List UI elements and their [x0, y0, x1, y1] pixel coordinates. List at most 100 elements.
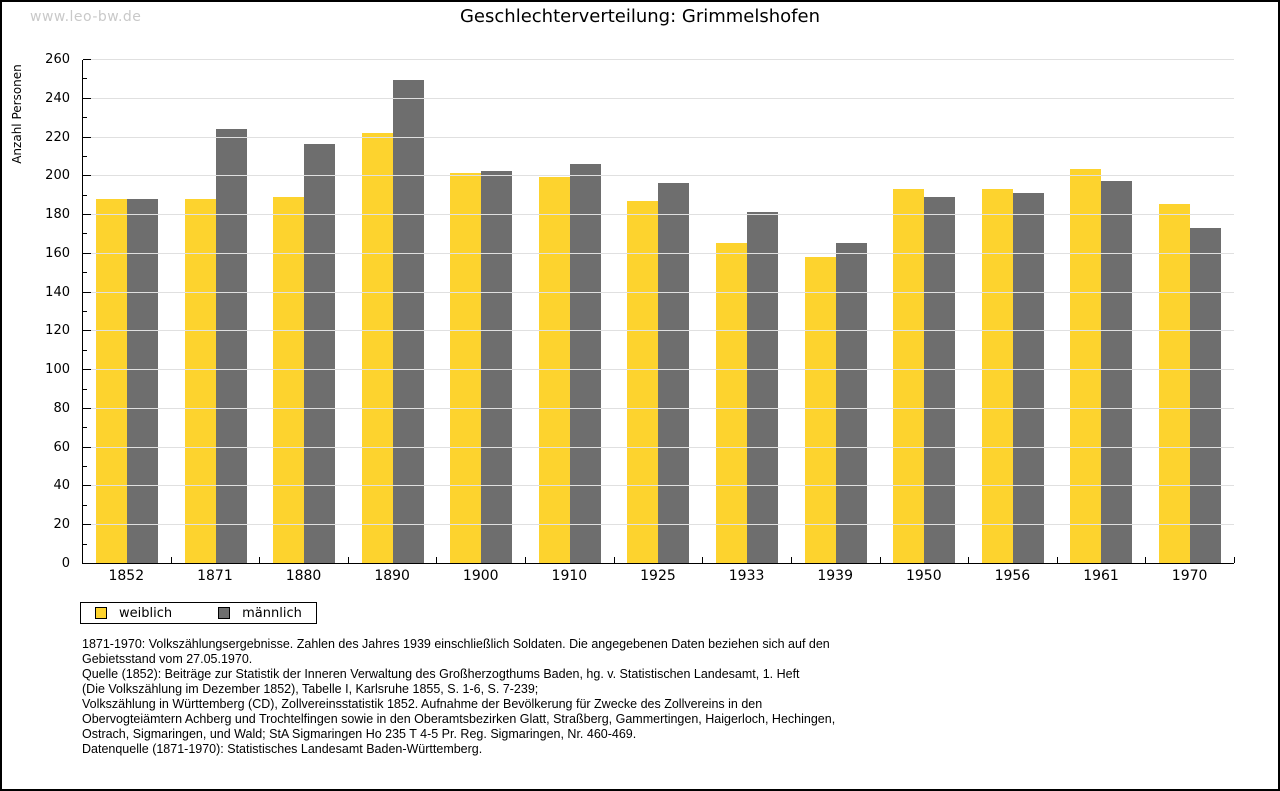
y-minor-tick [83, 78, 87, 80]
y-axis-tick-labels: 0 20 40 60 80 100 120 140 160 180 200 220 240 260 [2, 52, 76, 571]
y-minor-tick [83, 388, 87, 390]
bar-group-1871 [172, 60, 261, 563]
source-note-line: 1871-1970: Volkszählungsergebnisse. Zahl… [82, 637, 830, 651]
bar-männlich-1939 [835, 243, 867, 563]
bar-männlich-1950 [924, 197, 956, 563]
gridline [83, 214, 1234, 216]
y-minor-tick [83, 466, 87, 468]
gridline [83, 369, 1234, 371]
y-major-tick [83, 252, 91, 254]
y-minor-tick [83, 117, 87, 119]
gridline [83, 330, 1234, 332]
y-major-tick [83, 407, 91, 409]
y-minor-tick [83, 155, 87, 157]
x-tick-label: 1933 [728, 568, 765, 584]
x-boundary-tick [348, 557, 349, 563]
y-minor-tick [83, 543, 87, 545]
bar-weiblich-1961 [1070, 169, 1102, 563]
y-tick-label: 20 [53, 517, 70, 533]
bar-männlich-1933 [746, 212, 778, 563]
x-tick-label: 1939 [817, 568, 853, 584]
y-major-tick [83, 97, 91, 99]
gridline [83, 59, 1234, 60]
y-minor-tick [83, 233, 87, 235]
bar-männlich-1880 [304, 144, 336, 563]
x-tick-label: 1871 [197, 568, 233, 584]
y-minor-tick [83, 349, 87, 351]
x-tick-label: 1925 [640, 568, 676, 584]
y-major-tick [83, 369, 91, 371]
bar-männlich-1970 [1189, 228, 1221, 563]
y-tick-label: 200 [45, 168, 70, 184]
bar-männlich-1961 [1101, 181, 1133, 563]
x-boundary-tick [436, 557, 437, 563]
bar-weiblich-1970 [1158, 204, 1190, 563]
datasource-note: Datenquelle (1871-1970): Statistisches L… [82, 742, 483, 756]
x-tick-label: 1900 [462, 568, 499, 584]
x-tick-label: 1852 [108, 568, 145, 584]
y-tick-label: 40 [53, 478, 70, 494]
y-minor-tick [83, 311, 87, 312]
x-boundary-tick [171, 557, 172, 563]
chart-title: Geschlechterverteilung: Grimmelshofen [459, 6, 821, 27]
bar-weiblich-1871 [184, 199, 216, 563]
gridline [83, 291, 1234, 293]
bar-weiblich-1900 [450, 173, 482, 563]
x-tick-label: 1970 [1171, 568, 1208, 584]
source-note-line: (Die Volkszählung im Dezember 1852), Tab… [82, 682, 539, 696]
y-major-tick [83, 330, 91, 332]
y-major-tick [83, 291, 91, 293]
x-boundary-tick [259, 557, 260, 563]
x-boundary-tick [614, 557, 615, 563]
x-boundary-tick [791, 557, 792, 563]
male-color-swatch-icon [218, 607, 231, 619]
legend-label-male: männlich [242, 605, 302, 621]
x-boundary-tick [1145, 557, 1146, 563]
bar-group-1961 [1057, 60, 1146, 563]
bar-group-1939 [791, 60, 880, 563]
x-boundary-tick [880, 557, 881, 563]
bar-weiblich-1880 [273, 197, 305, 563]
gridline [83, 97, 1234, 99]
y-minor-tick [83, 427, 87, 429]
x-tick-label: 1880 [285, 568, 322, 584]
x-boundary-tick [968, 557, 969, 563]
bar-männlich-1900 [481, 171, 513, 563]
bar-group-1956 [968, 60, 1057, 563]
bar-group-1933 [703, 60, 792, 563]
bar-männlich-1956 [1012, 193, 1044, 563]
plot-area [82, 59, 1235, 564]
bar-group-1925 [614, 60, 703, 563]
y-minor-tick [83, 504, 87, 506]
source-note-line: Ostrach, Sigmaringen, und Wald; StA Sigm… [82, 727, 637, 741]
bar-weiblich-1890 [361, 133, 393, 563]
y-tick-label: 260 [45, 52, 70, 67]
y-major-tick [83, 524, 91, 526]
source-note-line: Volkszählung in Württemberg (CD), Zollve… [82, 697, 763, 711]
y-minor-tick [83, 272, 87, 274]
y-major-tick [83, 485, 91, 487]
y-tick-label: 0 [61, 556, 70, 571]
y-tick-label: 160 [45, 245, 70, 261]
gridline [83, 446, 1234, 448]
female-color-swatch-icon [95, 607, 107, 619]
legend-item-male: männlich [218, 606, 302, 621]
gridline [83, 136, 1234, 138]
legend-item-female: weiblich [95, 606, 172, 621]
x-tick-label: 1950 [905, 568, 942, 584]
bar-männlich-1910 [569, 164, 601, 563]
x-boundary-tick [702, 557, 703, 563]
legend: weiblich männlich [80, 602, 317, 624]
bar-männlich-1852 [127, 199, 159, 563]
source-note-line: Gebietsstand vom 27.05.1970. [82, 652, 253, 666]
y-major-tick [83, 136, 91, 138]
y-tick-label: 180 [45, 207, 70, 223]
bar-group-1910 [526, 60, 615, 563]
source-note-line: Quelle (1852): Beiträge zur Statistik de… [82, 667, 800, 681]
bar-weiblich-1925 [627, 201, 659, 563]
x-boundary-tick [1234, 557, 1235, 563]
y-minor-tick [83, 194, 87, 196]
gridline [83, 485, 1234, 487]
bar-männlich-1871 [215, 129, 247, 563]
